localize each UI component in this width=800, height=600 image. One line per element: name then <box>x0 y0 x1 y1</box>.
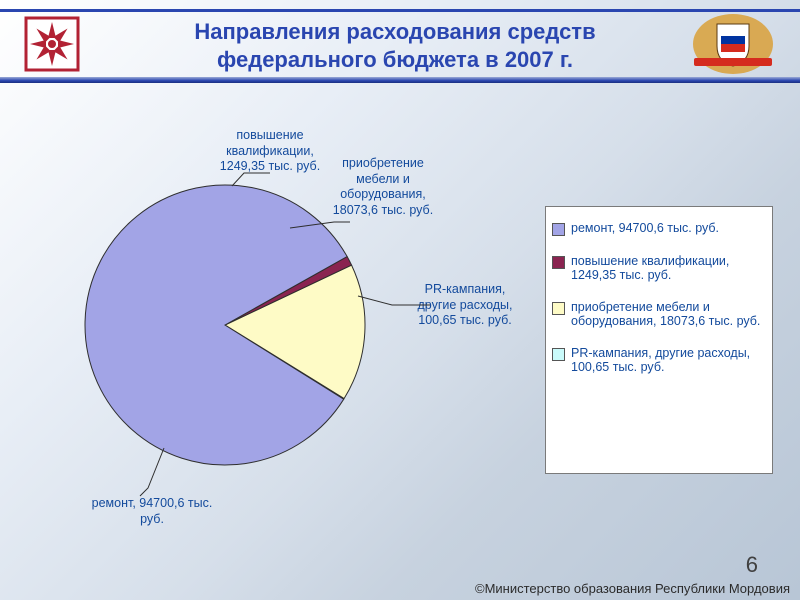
copyright: ©Министерство образования Республики Мор… <box>475 581 790 596</box>
legend-swatch <box>552 256 565 269</box>
slice-label-meb: приобретениемебели иоборудования,18073,6… <box>318 156 448 219</box>
legend-item: PR-кампания, другие расходы, 100,65 тыс.… <box>552 346 766 374</box>
page-number: 6 <box>746 552 758 578</box>
legend-text: PR-кампания, другие расходы, 100,65 тыс.… <box>571 346 766 374</box>
legend: ремонт, 94700,6 тыс. руб. повышение квал… <box>545 206 773 474</box>
legend-item: повышение квалификации, 1249,35 тыс. руб… <box>552 254 766 282</box>
legend-item: приобретение мебели и оборудования, 1807… <box>552 300 766 328</box>
mordovia-emblem-icon <box>22 14 82 74</box>
legend-text: повышение квалификации, 1249,35 тыс. руб… <box>571 254 766 282</box>
legend-swatch <box>552 348 565 361</box>
header-rule-gradient <box>0 77 800 83</box>
coat-of-arms-icon <box>684 8 782 78</box>
legend-swatch <box>552 302 565 315</box>
slice-label-rem: ремонт, 94700,6 тыс.руб. <box>72 496 232 527</box>
slide-title: Направления расходования средств федерал… <box>130 18 660 73</box>
pie-chart <box>80 180 370 470</box>
slide: Направления расходования средств федерал… <box>0 0 800 600</box>
legend-swatch <box>552 223 565 236</box>
legend-item: ремонт, 94700,6 тыс. руб. <box>552 221 766 236</box>
legend-text: ремонт, 94700,6 тыс. руб. <box>571 221 719 235</box>
legend-text: приобретение мебели и оборудования, 1807… <box>571 300 766 328</box>
slice-label-pr: PR-кампания,другие расходы,100,65 тыс. р… <box>400 282 530 329</box>
header-rule-top <box>0 9 800 12</box>
